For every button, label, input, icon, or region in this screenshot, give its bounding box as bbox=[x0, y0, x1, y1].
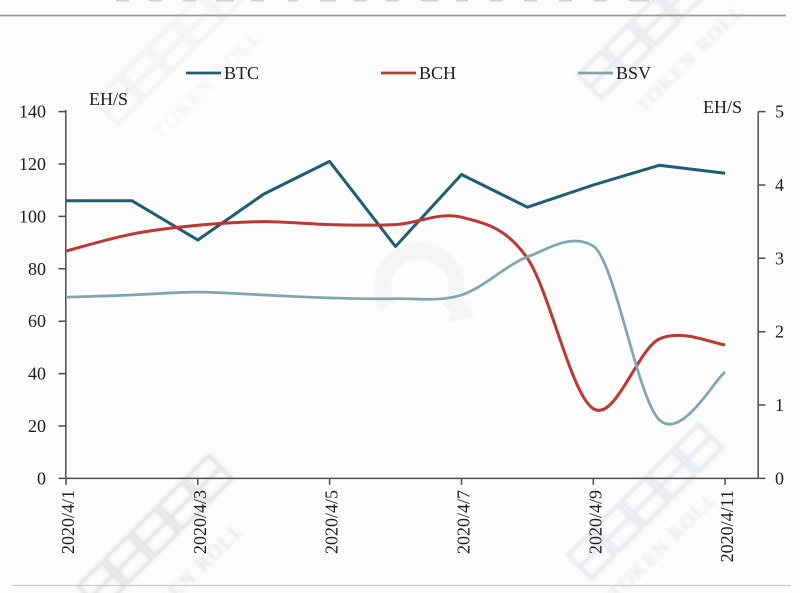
svg-text:EH/S: EH/S bbox=[703, 97, 742, 117]
svg-text:BTC: BTC bbox=[224, 63, 259, 83]
svg-text:0: 0 bbox=[775, 468, 784, 488]
svg-text:1: 1 bbox=[775, 395, 784, 415]
svg-text:40: 40 bbox=[28, 364, 46, 384]
svg-text:20: 20 bbox=[28, 416, 46, 436]
svg-text:140: 140 bbox=[19, 102, 46, 122]
svg-text:0: 0 bbox=[37, 468, 46, 488]
svg-text:5: 5 bbox=[775, 102, 784, 122]
svg-text:60: 60 bbox=[28, 311, 46, 331]
svg-text:80: 80 bbox=[28, 259, 46, 279]
svg-text:100: 100 bbox=[19, 206, 46, 226]
svg-text:EH/S: EH/S bbox=[89, 89, 128, 109]
svg-text:2020/4/9: 2020/4/9 bbox=[585, 490, 605, 554]
svg-text:2020/4/3: 2020/4/3 bbox=[190, 490, 210, 554]
svg-text:4: 4 bbox=[775, 175, 784, 195]
svg-text:BSV: BSV bbox=[616, 63, 651, 83]
svg-text:2: 2 bbox=[775, 322, 784, 342]
svg-text:2020/4/7: 2020/4/7 bbox=[454, 490, 474, 554]
svg-text:BCH: BCH bbox=[419, 63, 456, 83]
svg-text:120: 120 bbox=[19, 154, 46, 174]
svg-text:2020/4/5: 2020/4/5 bbox=[322, 490, 342, 554]
svg-text:3: 3 bbox=[775, 248, 784, 268]
svg-text:2020/4/1: 2020/4/1 bbox=[58, 490, 78, 554]
svg-text:2020/4/11: 2020/4/11 bbox=[717, 490, 737, 562]
